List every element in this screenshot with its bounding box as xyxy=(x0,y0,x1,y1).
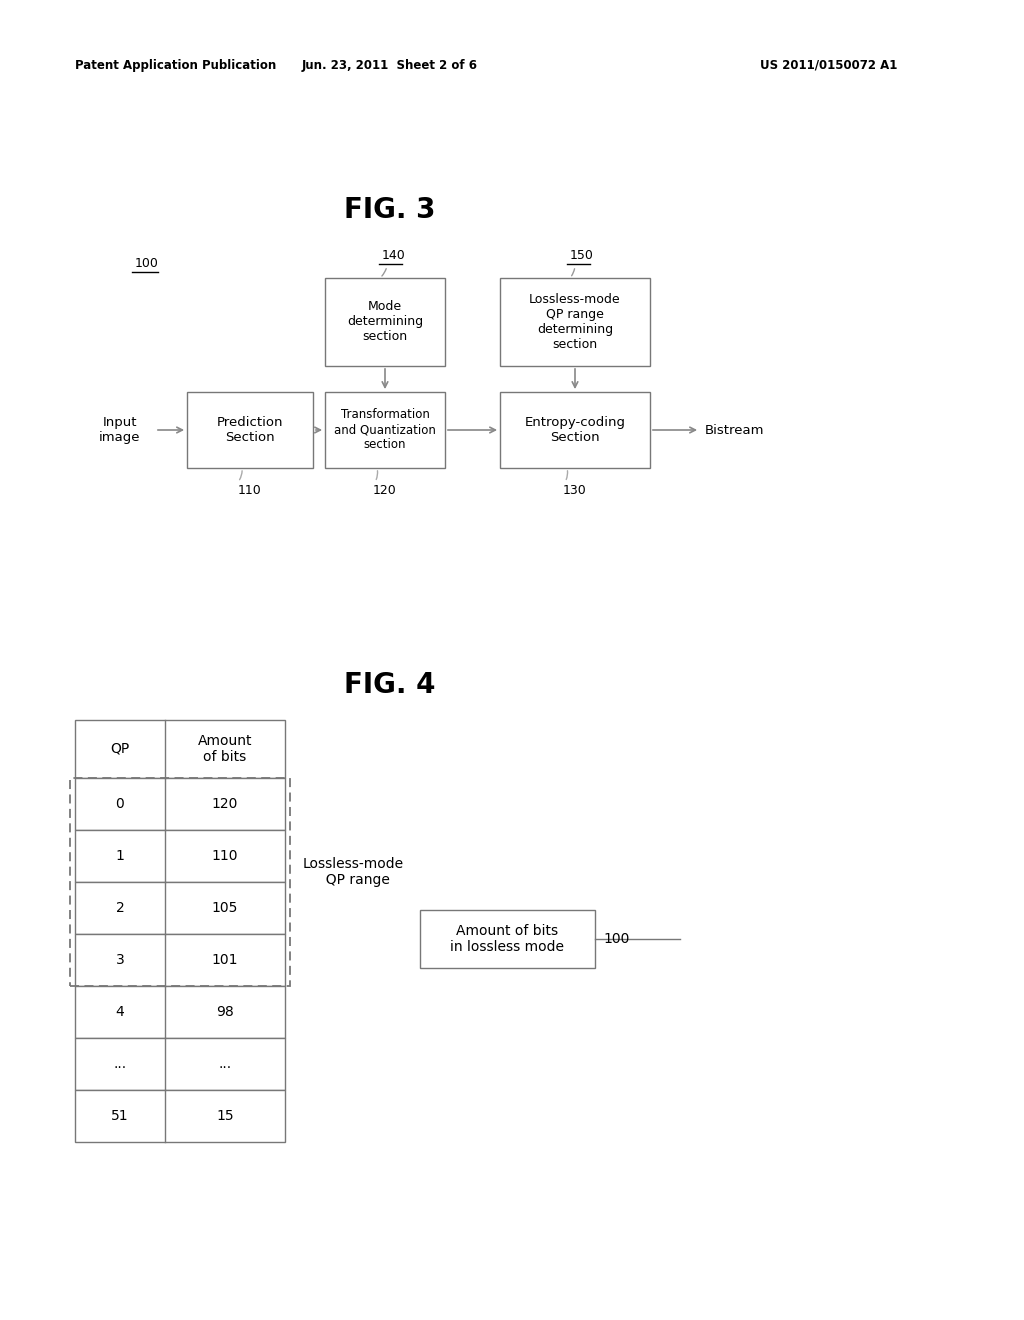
Bar xyxy=(75,777,285,830)
Bar xyxy=(75,986,285,1038)
Bar xyxy=(75,719,285,777)
Text: FIG. 3: FIG. 3 xyxy=(344,195,436,224)
Text: 51: 51 xyxy=(112,1109,129,1123)
Text: 0: 0 xyxy=(116,797,124,810)
Text: 101: 101 xyxy=(212,953,239,968)
Text: Patent Application Publication: Patent Application Publication xyxy=(75,58,276,71)
Text: 15: 15 xyxy=(216,1109,233,1123)
Text: 150: 150 xyxy=(570,249,594,261)
Text: 3: 3 xyxy=(116,953,124,968)
Bar xyxy=(500,392,650,469)
Text: FIG. 4: FIG. 4 xyxy=(344,671,436,700)
Text: Jun. 23, 2011  Sheet 2 of 6: Jun. 23, 2011 Sheet 2 of 6 xyxy=(302,58,478,71)
Text: ...: ... xyxy=(218,1057,231,1071)
Text: 4: 4 xyxy=(116,1005,124,1019)
Bar xyxy=(75,830,285,882)
Bar xyxy=(75,1038,285,1090)
Text: 130: 130 xyxy=(563,483,587,496)
Text: 2: 2 xyxy=(116,902,124,915)
Bar xyxy=(70,777,290,986)
Text: 120: 120 xyxy=(212,797,239,810)
Text: 120: 120 xyxy=(373,483,397,496)
Bar xyxy=(187,392,313,469)
Text: US 2011/0150072 A1: US 2011/0150072 A1 xyxy=(760,58,897,71)
Bar xyxy=(325,392,445,469)
Text: Mode
determining
section: Mode determining section xyxy=(347,301,423,343)
Bar xyxy=(325,279,445,366)
Text: Bistream: Bistream xyxy=(705,424,765,437)
Bar xyxy=(500,279,650,366)
Text: Prediction
Section: Prediction Section xyxy=(217,416,284,444)
Text: 100: 100 xyxy=(135,257,159,271)
Text: QP: QP xyxy=(111,742,130,756)
Text: Amount of bits
in lossless mode: Amount of bits in lossless mode xyxy=(451,924,564,954)
Text: ...: ... xyxy=(114,1057,127,1071)
Text: 110: 110 xyxy=(239,483,262,496)
Text: Lossless-mode
QP range
determining
section: Lossless-mode QP range determining secti… xyxy=(529,293,621,351)
Bar xyxy=(75,882,285,935)
Bar xyxy=(420,909,595,968)
Text: Entropy-coding
Section: Entropy-coding Section xyxy=(524,416,626,444)
Text: Lossless-mode
  QP range: Lossless-mode QP range xyxy=(303,857,404,887)
Text: 110: 110 xyxy=(212,849,239,863)
Text: Amount
of bits: Amount of bits xyxy=(198,734,252,764)
Text: 105: 105 xyxy=(212,902,239,915)
Text: 140: 140 xyxy=(382,249,406,261)
Text: 98: 98 xyxy=(216,1005,233,1019)
Text: Input
image: Input image xyxy=(99,416,140,444)
Text: 100: 100 xyxy=(603,932,630,946)
Bar xyxy=(75,1090,285,1142)
Bar xyxy=(75,935,285,986)
Text: Transformation
and Quantization
section: Transformation and Quantization section xyxy=(334,408,436,451)
Text: 1: 1 xyxy=(116,849,125,863)
